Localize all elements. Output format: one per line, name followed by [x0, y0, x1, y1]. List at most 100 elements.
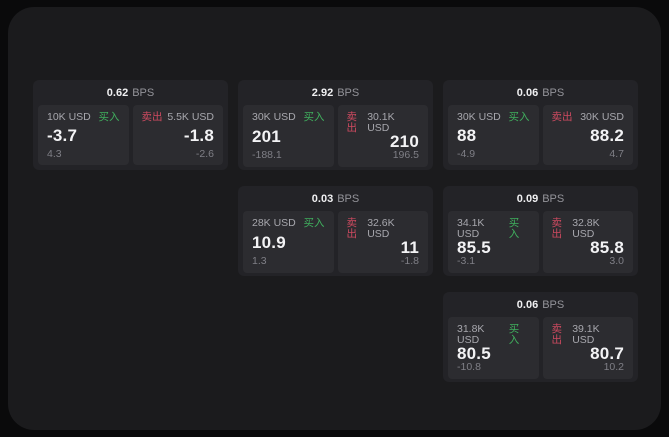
buy-side-label: 买入 — [303, 111, 325, 123]
spread-value: 0.06 — [516, 298, 539, 311]
quote-panes: 30K USD 买入 201 -188.1 卖出 30.1K USD 210 1… — [243, 105, 428, 167]
buy-pane-top: 30K USD 买入 — [252, 112, 325, 123]
buy-pane[interactable]: 30K USD 买入 201 -188.1 — [243, 105, 334, 167]
sell-pane-top: 卖出 39.1K USD — [552, 324, 625, 345]
buy-pane[interactable]: 34.1K USD 买入 85.5 -3.1 — [448, 211, 539, 273]
quote-card: 0.06 BPS 30K USD 买入 88 -4.9 卖出 30K USD 8… — [443, 80, 638, 170]
buy-side-label: 买入 — [508, 111, 530, 123]
sell-change: -1.8 — [400, 255, 419, 267]
buy-side-label: 买入 — [508, 323, 520, 346]
quote-panes: 34.1K USD 买入 85.5 -3.1 卖出 32.8K USD 85.8… — [448, 211, 633, 273]
sell-size: 30K USD — [580, 111, 624, 123]
sell-price: 85.8 — [590, 238, 624, 257]
spread-header: 0.06 BPS — [448, 80, 633, 105]
spread-header: 0.06 BPS — [448, 292, 633, 317]
buy-pane[interactable]: 28K USD 买入 10.9 1.3 — [243, 211, 334, 273]
sell-price: 11 — [400, 238, 419, 257]
buy-change: -3.1 — [457, 255, 476, 267]
bps-unit-label: BPS — [132, 86, 155, 99]
buy-side-label: 买入 — [508, 217, 520, 240]
buy-change: -4.9 — [457, 147, 476, 160]
sell-change: 4.7 — [609, 147, 624, 160]
sell-change: 3.0 — [609, 255, 624, 267]
spread-value: 0.03 — [311, 192, 334, 205]
buy-price: 201 — [252, 126, 281, 146]
quote-panes: 31.8K USD 买入 80.5 -10.8 卖出 39.1K USD 80.… — [448, 317, 633, 379]
sell-side-label: 卖出 — [346, 217, 358, 240]
sell-pane-top: 卖出 32.8K USD — [552, 218, 625, 239]
sell-pane[interactable]: 卖出 32.6K USD 11 -1.8 — [337, 211, 428, 273]
buy-price: -3.7 — [47, 126, 78, 145]
buy-side-label: 买入 — [303, 217, 325, 229]
bps-unit-label: BPS — [542, 192, 565, 205]
quote-panes: 30K USD 买入 88 -4.9 卖出 30K USD 88.2 4.7 — [448, 105, 633, 165]
quote-card: 0.09 BPS 34.1K USD 买入 85.5 -3.1 卖出 32.8K… — [443, 186, 638, 276]
sell-pane-top: 卖出 32.6K USD — [347, 218, 420, 239]
buy-change: 4.3 — [47, 147, 62, 160]
quote-card: 2.92 BPS 30K USD 买入 201 -188.1 卖出 30.1K … — [238, 80, 433, 170]
bps-unit-label: BPS — [337, 192, 360, 205]
buy-size: 34.1K USD — [457, 217, 485, 240]
sell-change: 196.5 — [392, 149, 419, 161]
bps-unit-label: BPS — [542, 86, 565, 99]
buy-size: 30K USD — [457, 111, 501, 123]
spread-header: 0.09 BPS — [448, 186, 633, 211]
spread-value: 0.06 — [516, 86, 539, 99]
buy-pane-top: 31.8K USD 买入 — [457, 324, 530, 345]
buy-price: 85.5 — [457, 238, 491, 257]
buy-change: 1.3 — [252, 255, 267, 267]
sell-pane-top: 卖出 30.1K USD — [347, 112, 420, 133]
bps-unit-label: BPS — [337, 86, 360, 99]
spread-header: 0.03 BPS — [243, 186, 428, 211]
buy-size: 31.8K USD — [457, 323, 485, 346]
sell-pane[interactable]: 卖出 30.1K USD 210 196.5 — [337, 105, 428, 167]
buy-size: 28K USD — [252, 217, 296, 229]
spread-header: 2.92 BPS — [243, 80, 428, 105]
buy-pane-top: 30K USD 买入 — [457, 112, 530, 123]
spread-value: 0.09 — [516, 192, 539, 205]
buy-pane-top: 10K USD 买入 — [47, 112, 120, 123]
sell-pane[interactable]: 卖出 39.1K USD 80.7 10.2 — [542, 317, 633, 379]
quote-card: 0.03 BPS 28K USD 买入 10.9 1.3 卖出 32.6K US… — [238, 186, 433, 276]
sell-change: -2.6 — [195, 147, 214, 160]
quote-panes: 10K USD 买入 -3.7 4.3 卖出 5.5K USD -1.8 -2.… — [38, 105, 223, 165]
spread-value: 0.62 — [106, 86, 129, 99]
bps-unit-label: BPS — [542, 298, 565, 311]
sell-pane-top: 卖出 30K USD — [552, 112, 625, 123]
sell-size: 32.8K USD — [572, 217, 600, 240]
buy-pane[interactable]: 30K USD 买入 88 -4.9 — [448, 105, 539, 165]
card-grid: 0.62 BPS 10K USD 买入 -3.7 4.3 卖出 5.5K USD… — [33, 80, 638, 382]
sell-size: 30.1K USD — [367, 111, 395, 134]
sell-price: 80.7 — [590, 344, 624, 363]
sell-pane[interactable]: 卖出 30K USD 88.2 4.7 — [542, 105, 633, 165]
quote-card: 0.06 BPS 31.8K USD 买入 80.5 -10.8 卖出 39.1… — [443, 292, 638, 382]
spread-header: 0.62 BPS — [38, 80, 223, 105]
sell-price: 210 — [390, 132, 419, 151]
sell-change: 10.2 — [603, 361, 624, 373]
sell-side-label: 卖出 — [551, 323, 563, 346]
sell-pane-top: 卖出 5.5K USD — [142, 112, 215, 123]
buy-change: -188.1 — [252, 149, 282, 161]
spread-value: 2.92 — [311, 86, 334, 99]
quote-panes: 28K USD 买入 10.9 1.3 卖出 32.6K USD 11 -1.8 — [243, 211, 428, 273]
buy-pane-top: 34.1K USD 买入 — [457, 218, 530, 239]
sell-size: 5.5K USD — [167, 111, 214, 123]
buy-change: -10.8 — [457, 361, 481, 373]
sell-side-label: 卖出 — [346, 111, 358, 134]
buy-side-label: 买入 — [98, 111, 120, 123]
quote-card: 0.62 BPS 10K USD 买入 -3.7 4.3 卖出 5.5K USD… — [33, 80, 228, 170]
buy-price: 10.9 — [252, 232, 286, 252]
sell-side-label: 卖出 — [551, 217, 563, 240]
sell-price: -1.8 — [183, 126, 214, 145]
sell-pane[interactable]: 卖出 5.5K USD -1.8 -2.6 — [132, 105, 223, 165]
sell-side-label: 卖出 — [551, 111, 573, 123]
buy-price: 88 — [457, 126, 477, 145]
buy-size: 30K USD — [252, 111, 296, 123]
buy-pane[interactable]: 31.8K USD 买入 80.5 -10.8 — [448, 317, 539, 379]
sell-side-label: 卖出 — [141, 111, 163, 123]
sell-price: 88.2 — [590, 126, 624, 145]
buy-pane[interactable]: 10K USD 买入 -3.7 4.3 — [38, 105, 129, 165]
sell-size: 39.1K USD — [572, 323, 600, 346]
sell-pane[interactable]: 卖出 32.8K USD 85.8 3.0 — [542, 211, 633, 273]
sell-size: 32.6K USD — [367, 217, 395, 240]
